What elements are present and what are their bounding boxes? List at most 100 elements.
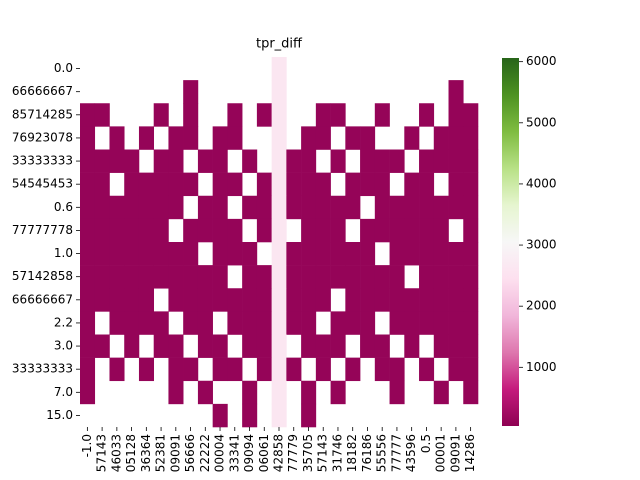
heatmap-cell	[168, 126, 184, 150]
heatmap-cell	[315, 242, 331, 266]
heatmap-cell	[227, 242, 243, 266]
heatmap-cell	[153, 149, 169, 173]
heatmap-cell	[197, 195, 213, 220]
heatmap-cell	[271, 126, 287, 150]
heatmap-cell	[286, 357, 302, 382]
y-tick-label: 76923078	[12, 130, 73, 144]
heatmap-cell	[448, 195, 464, 220]
heatmap-cell	[330, 334, 346, 358]
heatmap-cell	[109, 288, 125, 312]
heatmap-cell	[433, 265, 449, 289]
heatmap-cell	[330, 149, 346, 173]
y-tick-label: 66666667	[12, 292, 73, 306]
x-tick-label: 57143	[316, 434, 330, 472]
heatmap-cell	[242, 265, 258, 289]
heatmap-cell	[419, 265, 435, 289]
heatmap-cell	[389, 218, 405, 243]
chart-title: tpr_diff	[256, 37, 303, 52]
heatmap-cell	[227, 357, 243, 382]
heatmap-cell	[138, 195, 155, 220]
heatmap-cell	[256, 334, 272, 358]
heatmap-cell	[374, 357, 390, 382]
heatmap-cell	[360, 172, 376, 197]
heatmap-cell	[242, 334, 258, 358]
heatmap-cell	[197, 288, 213, 312]
heatmap-cell	[404, 172, 420, 197]
heatmap-cell	[183, 242, 199, 266]
heatmap-cell	[271, 57, 287, 81]
heatmap-cell	[404, 242, 420, 266]
x-tick-label: 00001	[434, 434, 448, 472]
heatmap-cell	[360, 242, 376, 266]
heatmap-cell	[242, 242, 258, 266]
heatmap-cell	[94, 103, 110, 127]
heatmap-cell	[433, 334, 449, 358]
heatmap-cell	[389, 242, 405, 266]
heatmap-cell	[389, 288, 405, 312]
heatmap-cell	[301, 403, 317, 428]
y-tick-label: 0.6	[54, 200, 73, 214]
heatmap-cell	[197, 311, 213, 335]
heatmap-cell	[109, 242, 125, 266]
heatmap-cell	[197, 265, 213, 289]
heatmap-cell	[448, 149, 464, 173]
colorbar-tick-label: 2000	[526, 299, 557, 313]
heatmap-cell	[124, 172, 140, 197]
heatmap-cell	[433, 218, 449, 243]
colorbar-tick-label: 3000	[526, 238, 557, 252]
heatmap-cell	[153, 334, 169, 358]
heatmap-cell	[374, 265, 390, 289]
heatmap-cell	[256, 195, 272, 220]
heatmap-cell	[463, 149, 479, 173]
heatmap-cell	[271, 103, 287, 127]
x-tick-label: 35705	[301, 434, 315, 472]
heatmap-cell	[242, 380, 258, 405]
heatmap-cell	[109, 195, 125, 220]
heatmap-cell	[448, 172, 464, 197]
heatmap-cell	[94, 218, 110, 243]
heatmap-cell	[374, 103, 390, 127]
y-tick-label: 1.0	[54, 246, 73, 260]
heatmap-cell	[448, 311, 464, 335]
heatmap-cell	[80, 334, 96, 358]
heatmap-cell	[227, 218, 243, 243]
heatmap-cell	[433, 195, 449, 220]
heatmap-cell	[301, 311, 317, 335]
heatmap-cell	[301, 218, 317, 243]
heatmap-cell	[360, 334, 376, 358]
heatmap-cell	[286, 265, 302, 289]
heatmap-cell	[183, 103, 199, 127]
heatmap-cell	[389, 380, 405, 405]
heatmap-cell	[94, 334, 110, 358]
colorbar-tick-label: 4000	[526, 176, 557, 190]
x-tick-label: 09091	[448, 434, 462, 472]
x-tick-label: 77779	[286, 434, 300, 472]
y-tick-label: 66666667	[12, 84, 73, 98]
heatmap-cell	[315, 172, 331, 197]
heatmap-cell	[345, 265, 361, 289]
x-tick-label: 22222	[198, 434, 212, 472]
heatmap-cell	[345, 195, 361, 220]
heatmap-cell	[109, 357, 125, 382]
heatmap-cell	[463, 242, 479, 266]
heatmap-cell	[301, 380, 317, 405]
heatmap-cell	[448, 103, 464, 127]
heatmap-cell	[419, 149, 435, 173]
heatmap-cell	[109, 149, 125, 173]
heatmap-cell	[212, 218, 228, 243]
heatmap-cell	[80, 357, 96, 382]
heatmap-cell	[183, 311, 199, 335]
heatmap-cell	[389, 149, 405, 173]
heatmap-cell	[360, 311, 376, 335]
heatmap-cell	[301, 334, 317, 358]
heatmap-cell	[448, 265, 464, 289]
heatmap-cell	[389, 357, 405, 382]
heatmap-cell	[212, 126, 228, 150]
heatmap-cell	[419, 242, 435, 266]
heatmap-cell	[404, 311, 420, 335]
heatmap-cell	[433, 242, 449, 266]
heatmap-cell	[94, 242, 110, 266]
heatmap-cell	[301, 242, 317, 266]
heatmap-cell	[448, 334, 464, 358]
